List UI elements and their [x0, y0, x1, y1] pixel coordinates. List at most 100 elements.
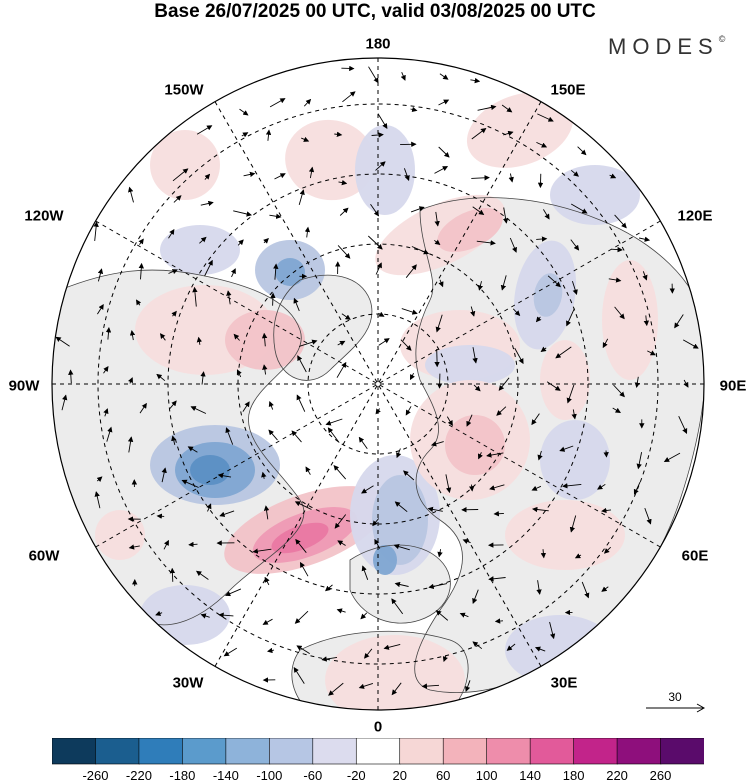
wind-vector [494, 618, 504, 624]
colorbar-tick-label: 60 [435, 768, 451, 783]
wind-vector [68, 369, 74, 384]
wind-vector [400, 72, 406, 81]
wind-vector [489, 484, 505, 491]
coastline [273, 274, 373, 381]
wind-vector [469, 484, 475, 492]
wind-vector [498, 377, 510, 391]
anomaly-contour [372, 475, 428, 565]
wind-vector [168, 228, 175, 239]
wind-vector [378, 338, 390, 346]
wind-vector [570, 203, 588, 214]
wind-vector [268, 429, 278, 441]
wind-vector [200, 371, 206, 385]
wind-vector [172, 168, 189, 182]
anomaly-contour [355, 125, 415, 215]
colorbar-swatch [442, 738, 488, 765]
colorbar-swatch [182, 738, 227, 765]
wind-vector [200, 613, 210, 619]
wind-vector [639, 236, 651, 242]
wind-vector [437, 549, 443, 558]
wind-vector [196, 336, 203, 345]
wind-vector [206, 503, 212, 512]
wind-vector [391, 682, 402, 696]
wind-vector [155, 610, 163, 616]
wind-vector [470, 77, 481, 84]
colorbar-tick-label: -60 [303, 768, 323, 783]
wind-vector [269, 213, 282, 219]
colorbar-swatch [52, 738, 97, 765]
wind-vector [267, 647, 275, 654]
lon-label-90w: 90W [8, 377, 40, 395]
wind-vector [678, 416, 688, 435]
wind-vector [375, 262, 382, 275]
wind-vector [614, 214, 627, 229]
wind-vector [488, 576, 506, 582]
wind-vector [156, 513, 165, 519]
wind-vector [138, 238, 144, 245]
wind-vector [536, 580, 542, 595]
wind-vector [647, 350, 656, 356]
wind-vector [303, 98, 312, 107]
wind-vector [566, 308, 575, 327]
colorbar-tick-label: -260 [82, 768, 109, 783]
wind-vector [297, 355, 307, 373]
wind-vector [540, 549, 547, 559]
wind-vector [470, 306, 476, 317]
wind-vector [401, 308, 418, 315]
anomaly-contour [150, 130, 220, 200]
wind-vector [97, 268, 104, 282]
wind-vector [472, 589, 479, 604]
wind-vector [378, 311, 385, 317]
wind-vector [261, 332, 268, 347]
wind-vector [294, 501, 312, 510]
wind-vector [509, 237, 517, 253]
wind-vector [268, 401, 274, 410]
wind-vector [614, 306, 625, 320]
anomaly-contour [140, 585, 230, 645]
wind-vector [264, 576, 270, 586]
wind-vector [305, 466, 311, 475]
wind-vector [61, 394, 68, 411]
modes-logo: MODES© [608, 34, 726, 59]
wind-vector [396, 448, 402, 459]
wind-vector [103, 365, 109, 374]
wind-vector [642, 271, 648, 281]
wind-vector [325, 418, 343, 426]
wind-vector [428, 583, 448, 590]
wind-vector [263, 505, 270, 520]
wind-vector [405, 406, 412, 416]
wind-vector [471, 127, 487, 140]
wind-vector [403, 168, 410, 182]
wind-vector [493, 511, 504, 517]
wind-vector [334, 514, 347, 529]
wind-vector [293, 297, 300, 312]
wind-vector [514, 347, 524, 365]
lon-label-180: 180 [365, 35, 391, 53]
wind-vector [200, 200, 214, 207]
wind-vector [546, 381, 561, 391]
colorbar-tick-label: -140 [212, 768, 239, 783]
wind-vector [337, 245, 351, 259]
lon-label-90e: 90E [719, 377, 747, 395]
wind-vector [262, 618, 273, 625]
wind-vector [602, 338, 609, 349]
wind-vector [445, 474, 452, 494]
colorbar-swatch [355, 738, 401, 765]
wind-vector [237, 239, 244, 246]
wind-vector [339, 207, 349, 216]
wind-vector [434, 239, 441, 246]
wind-vector [611, 246, 623, 253]
anomaly-contour [275, 258, 305, 286]
wind-vector [163, 539, 169, 550]
wind-vector [532, 506, 549, 513]
wind-vector [540, 346, 547, 353]
wind-vector [391, 598, 404, 615]
reference-vector-label: 30 [668, 690, 682, 704]
wind-vector [236, 369, 242, 378]
anomaly-contour [190, 455, 230, 485]
colorbar-tick-label: -180 [169, 768, 196, 783]
wind-vector [377, 113, 388, 129]
wind-vectors [55, 65, 699, 696]
wind-vector [337, 340, 346, 346]
wind-vector [394, 501, 408, 513]
